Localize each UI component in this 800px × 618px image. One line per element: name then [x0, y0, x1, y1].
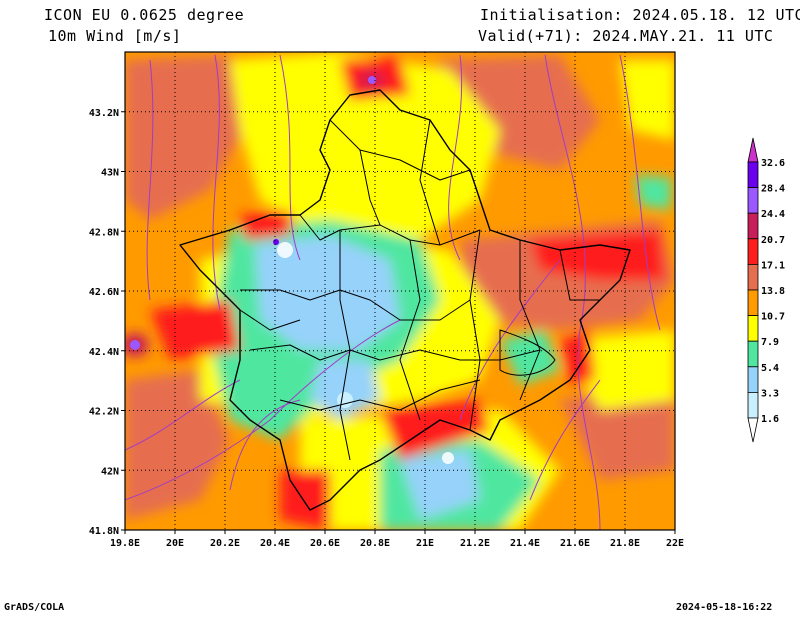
wind-peak-n	[368, 76, 376, 84]
colorbar-level-label: 17.1	[761, 260, 785, 271]
wind-zone-moderate-ne	[620, 60, 675, 140]
wind-zone-gale-nw	[240, 210, 290, 240]
lon-tick-label: 21.8E	[610, 538, 640, 549]
region-line-5	[339, 230, 351, 461]
colorbar-box	[747, 340, 759, 368]
streamline-8	[125, 379, 241, 451]
wind-peak-nw	[273, 239, 279, 245]
wind-peak-w	[130, 340, 140, 350]
colorbar-level-label: 13.8	[761, 286, 785, 297]
streamline-4	[448, 54, 463, 261]
wind-calm-spot-2	[442, 452, 454, 464]
lat-tick-label: 42.6N	[89, 287, 119, 298]
streamline-5	[544, 54, 601, 530]
lat-tick-label: 43.2N	[89, 108, 119, 119]
streamline-6	[619, 54, 661, 331]
lon-tick-label: 20.6E	[310, 538, 340, 549]
lon-tick-label: 21.2E	[460, 538, 490, 549]
colorbar-level-label: 32.6	[761, 158, 785, 169]
chart-title-field: 10m Wind [m/s]	[48, 27, 182, 45]
render-timestamp: 2024-05-18-16:22	[676, 602, 773, 613]
lat-tick-label: 42.8N	[89, 227, 119, 238]
colorbar-box	[747, 315, 759, 342]
lon-tick-label: 20.8E	[360, 538, 390, 549]
region-line-6	[399, 239, 421, 421]
lon-tick-label: 20.4E	[260, 538, 290, 549]
region-line-4	[279, 379, 481, 411]
axis-ticks: 19.8E 20E 20.2E 20.4E 20.6E 20.8E 21E 21.2E 21.4…	[89, 108, 684, 549]
region-line-13	[239, 309, 301, 331]
streamlines	[125, 54, 661, 530]
colorbar-box	[747, 263, 759, 291]
colorbar-level-label: 20.7	[761, 235, 785, 246]
region-line-9	[329, 119, 471, 181]
streamline-9	[459, 259, 561, 421]
wind-zone-gale-s2	[280, 470, 330, 530]
chart-title-model: ICON EU 0.0625 degree	[44, 6, 245, 24]
lat-tick-label: 41.8N	[89, 526, 119, 537]
colorbar-level-label: 28.4	[761, 184, 785, 195]
lat-tick-label: 42.4N	[89, 347, 119, 358]
admin-boundaries	[179, 89, 631, 511]
streamline-10	[529, 379, 601, 501]
colorbar-box	[747, 391, 759, 419]
colorbar-box	[747, 187, 759, 214]
wind-zone-calm-sw	[310, 360, 380, 420]
wind-zone-light-ne	[635, 175, 672, 210]
country-outline	[179, 89, 631, 511]
lat-tick-label: 42N	[101, 466, 119, 477]
colorbar-level-label: 5.4	[761, 363, 779, 374]
lon-tick-label: 21.4E	[510, 538, 540, 549]
colorbar-box	[747, 366, 759, 393]
initialisation-label: Initialisation: 2024.05.18. 12 UTC	[480, 6, 800, 24]
colorbar-level-label: 10.7	[761, 312, 785, 323]
lon-tick-label: 21.6E	[560, 538, 590, 549]
colorbar-level-label: 1.6	[761, 414, 779, 425]
lon-tick-label: 20.2E	[210, 538, 240, 549]
region-line-3	[249, 344, 541, 361]
wind-calm-spot-1	[277, 242, 293, 258]
lat-tick-label: 42.2N	[89, 407, 119, 418]
credit-label: GrADS/COLA	[4, 602, 65, 613]
wind-zone-strong-sw	[125, 370, 230, 520]
colorbar-level-label: 24.4	[761, 209, 785, 220]
region-line-10	[359, 149, 381, 226]
lon-tick-label: 21E	[416, 538, 434, 549]
colorbar-level-label: 3.3	[761, 388, 779, 399]
region-line-11	[419, 119, 441, 246]
lon-tick-label: 22E	[666, 538, 684, 549]
region-line-12	[559, 249, 600, 301]
wind-zone-gale-s1	[380, 400, 490, 460]
colorbar-top-arrow	[747, 137, 759, 163]
lon-tick-label: 20E	[166, 538, 184, 549]
region-line-8	[519, 240, 541, 401]
wind-zone-calm-w	[255, 235, 400, 350]
wind-zone-moderate-n	[230, 52, 500, 240]
streamline-11	[229, 399, 301, 491]
streamline-2	[212, 54, 221, 311]
wind-zone-calm-s	[400, 450, 480, 520]
region-line-14	[499, 329, 556, 376]
wind-zone-gale-w	[150, 300, 240, 360]
streamline-1	[146, 59, 154, 301]
streamline-3	[279, 54, 301, 261]
colorbar-level-label: 7.9	[761, 337, 779, 348]
colorbar-box	[747, 238, 759, 265]
colorbar-bottom-arrow	[747, 417, 759, 443]
region-line-2	[240, 289, 471, 321]
colorbar: 32.6 28.4 24.4 20.7 17.1 13.8 10.7 7.9 5.4 3.3 1.6	[747, 137, 785, 443]
wind-zone-light-se	[500, 330, 560, 385]
valid-time-label: Valid(+71): 2024.MAY.21. 11 UTC	[478, 27, 774, 45]
streamline-7	[125, 319, 401, 501]
lat-tick-label: 43N	[101, 168, 119, 179]
wind-zone-strong-se	[560, 380, 675, 480]
colorbar-box	[747, 289, 759, 317]
colorbar-box	[747, 212, 759, 240]
lon-tick-label: 19.8E	[110, 538, 140, 549]
colorbar-box	[747, 161, 759, 189]
